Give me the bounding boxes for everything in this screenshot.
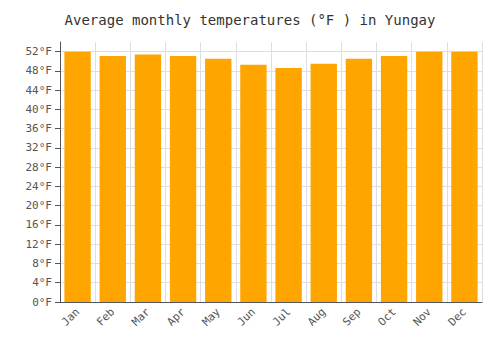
- svg-text:May: May: [200, 305, 223, 328]
- svg-text:Apr: Apr: [164, 305, 187, 328]
- svg-text:Mar: Mar: [129, 305, 152, 328]
- svg-text:Dec: Dec: [446, 305, 469, 328]
- svg-text:Oct: Oct: [375, 305, 398, 328]
- svg-text:44°F: 44°F: [26, 84, 53, 97]
- svg-text:Average monthly temperatures (: Average monthly temperatures (°F ) in Yu…: [65, 12, 436, 28]
- svg-text:Sep: Sep: [340, 305, 363, 328]
- svg-text:48°F: 48°F: [26, 64, 53, 77]
- svg-text:40°F: 40°F: [26, 103, 53, 116]
- svg-text:Nov: Nov: [411, 305, 434, 328]
- svg-text:28°F: 28°F: [26, 161, 53, 174]
- svg-text:12°F: 12°F: [26, 238, 53, 251]
- svg-text:Jan: Jan: [59, 305, 82, 328]
- svg-text:20°F: 20°F: [26, 199, 53, 212]
- svg-text:24°F: 24°F: [26, 180, 53, 193]
- svg-text:Aug: Aug: [305, 305, 328, 328]
- svg-text:52°F: 52°F: [26, 45, 53, 58]
- svg-text:4°F: 4°F: [32, 276, 52, 289]
- svg-text:16°F: 16°F: [26, 218, 53, 231]
- svg-text:36°F: 36°F: [26, 122, 53, 135]
- svg-text:Feb: Feb: [94, 305, 117, 328]
- svg-text:Jun: Jun: [235, 305, 258, 328]
- svg-text:Jul: Jul: [270, 305, 293, 328]
- svg-text:32°F: 32°F: [26, 141, 53, 154]
- svg-text:0°F: 0°F: [32, 296, 52, 309]
- svg-text:8°F: 8°F: [32, 257, 52, 270]
